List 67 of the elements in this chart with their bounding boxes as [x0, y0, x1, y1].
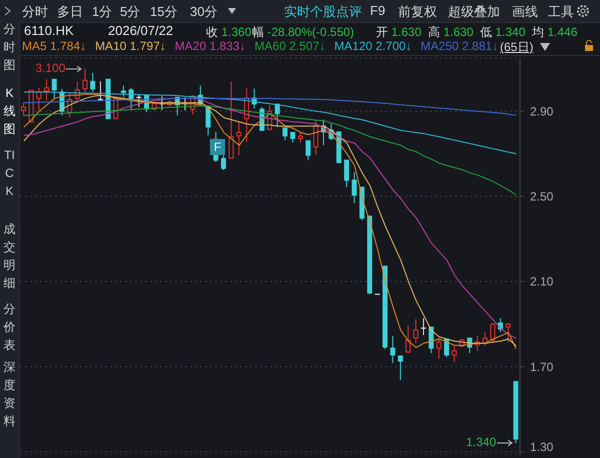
text: 分价表	[2, 301, 16, 352]
text: 分时	[22, 3, 48, 21]
text: 均 1.446	[532, 25, 578, 39]
candlestick	[90, 72, 96, 93]
text: 工具	[548, 3, 574, 21]
text: 幅 -28.80%(-0.550)	[252, 25, 354, 39]
candlestick	[490, 322, 496, 342]
candlestick	[274, 103, 280, 128]
candlestick	[413, 318, 418, 344]
y-tick-label: 1.70	[530, 360, 554, 374]
chart-subtitle: 2026/07/22	[108, 23, 174, 38]
candlestick	[313, 120, 318, 156]
text: F9	[370, 3, 386, 18]
text: (65日)	[500, 39, 534, 56]
text: 实时个股点评	[284, 3, 362, 21]
candlestick	[290, 132, 296, 144]
candlestick	[236, 121, 242, 156]
text: MA20 1.833↓	[174, 39, 246, 53]
annotation: 1.340	[465, 435, 496, 450]
candlestick	[298, 131, 303, 144]
text: 开 1.630	[376, 25, 422, 39]
text: 1分	[92, 3, 112, 21]
chart-title: 6110.HK	[24, 23, 74, 38]
text: 5分	[120, 3, 140, 21]
text: MA5 1.784↓	[22, 39, 86, 53]
text: 15分	[150, 3, 178, 21]
text: MA250 2.881↓	[420, 39, 498, 53]
candlestick	[436, 338, 442, 360]
text: 分时图	[2, 21, 16, 74]
y-tick-label: 1.30	[530, 440, 554, 454]
text: 成交明细	[2, 221, 16, 292]
text: 前复权	[398, 3, 437, 21]
candlestick	[506, 322, 511, 342]
candlestick	[221, 154, 226, 171]
candlestick	[44, 78, 50, 102]
candlestick	[344, 160, 350, 188]
text: K线图	[2, 85, 16, 138]
candlestick	[352, 172, 357, 204]
candlestick	[452, 346, 457, 362]
text: 深度资料	[2, 359, 16, 430]
candlestick	[82, 68, 88, 93]
y-tick-label: 2.10	[530, 274, 554, 289]
candlestick	[406, 324, 411, 354]
candlestick	[36, 87, 42, 111]
text: MA60 2.507↓	[254, 39, 326, 53]
candlestick	[398, 356, 403, 381]
text: 收 1.360	[206, 25, 252, 39]
candlestick	[390, 336, 396, 364]
candlestick	[228, 80, 234, 159]
y-tick-label: 2.50	[530, 190, 554, 204]
text: 超级叠加	[448, 3, 500, 21]
annotation: 3.100	[34, 60, 66, 75]
candlestick	[52, 78, 57, 99]
text: 多日	[57, 3, 83, 21]
text: 低 1.340	[480, 25, 526, 39]
text: 高 1.630	[428, 25, 474, 39]
text: MA120 2.700↓	[334, 39, 412, 53]
text: 30分	[190, 3, 218, 21]
text: 画线	[512, 3, 538, 21]
y-tick-label: 2.90	[530, 104, 554, 118]
candlestick	[306, 140, 311, 161]
candlestick	[121, 85, 126, 98]
candlestick	[282, 127, 288, 141]
text: MA10 1.797↓	[95, 39, 166, 53]
candlestick	[206, 106, 211, 136]
annotation: F	[210, 139, 225, 155]
text: TICK	[3, 147, 16, 200]
